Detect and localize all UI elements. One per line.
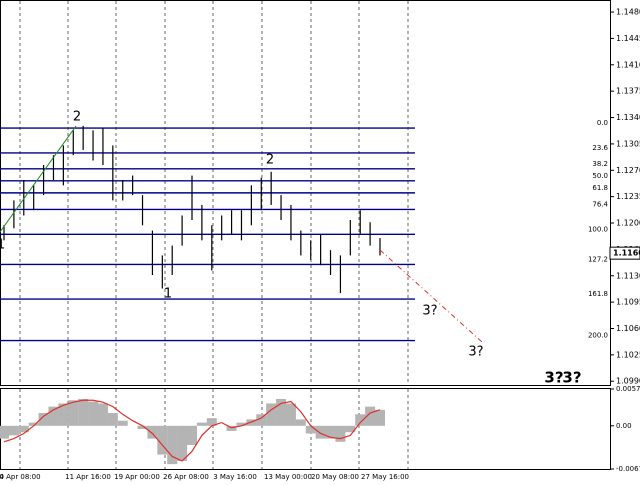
osc-tick-label: 0.00576 — [616, 385, 640, 393]
osc-bar — [58, 403, 69, 426]
x-tick-label: 20 May 08:00 — [311, 473, 359, 481]
osc-bar — [48, 406, 59, 426]
osc-bar — [335, 425, 346, 442]
current-price-label: 1.1160 — [613, 249, 640, 258]
osc-bar — [157, 425, 168, 455]
fib-label: 76.4 — [592, 200, 608, 208]
y-tick-label: 1.1340 — [616, 113, 640, 122]
osc-bar — [355, 414, 366, 426]
fib-label: 200.0 — [588, 332, 608, 340]
fib-label: 23.6 — [592, 144, 608, 152]
osc-bar — [88, 401, 99, 426]
osc-bar — [226, 425, 237, 431]
osc-bar — [147, 425, 158, 439]
osc-bar — [325, 425, 336, 439]
osc-bar — [97, 403, 108, 426]
current-price-box — [609, 246, 640, 260]
osc-tick-label: -0.00676 — [616, 465, 640, 473]
x-tick-label: 11 Apr 16:00 — [65, 473, 111, 481]
wave-label: 2 — [73, 110, 81, 125]
x-tick-label: 27 May 16:00 — [361, 473, 409, 481]
osc-bar — [295, 419, 306, 426]
osc-bar — [266, 403, 277, 426]
x-tick-label: 00 — [0, 473, 4, 481]
fib-label: 50.0 — [592, 172, 608, 180]
wave-label: 3? — [468, 345, 483, 360]
osc-bar — [167, 425, 178, 465]
y-tick-label: 1.1060 — [616, 324, 640, 333]
osc-bar — [78, 398, 89, 426]
y-tick-label: 1.1410 — [616, 60, 640, 69]
wave-label: 3? — [422, 304, 437, 319]
wave-label: 3? — [544, 369, 563, 387]
wave-label: 2 — [266, 153, 274, 168]
osc-bar — [285, 403, 296, 426]
wave-line — [0, 125, 77, 233]
osc-bar — [345, 425, 356, 433]
osc-tick-label: 0.00 — [616, 422, 632, 430]
x-tick-label: 19 Apr 00:00 — [114, 473, 160, 481]
fib-label: 61.8 — [592, 184, 608, 192]
x-tick-label: 4 Apr 08:00 — [0, 473, 41, 481]
osc-bar — [236, 422, 247, 426]
osc-bar — [276, 398, 287, 426]
y-tick-label: 1.1445 — [616, 34, 640, 43]
y-tick-label: 1.1375 — [616, 87, 640, 96]
fib-label: 38.2 — [592, 160, 608, 168]
osc-bar — [196, 422, 207, 426]
osc-bar — [177, 425, 188, 461]
y-tick-label: 1.1130 — [616, 271, 640, 280]
wave-label: 3? — [562, 369, 581, 387]
osc-bar — [0, 425, 9, 439]
osc-bar — [187, 425, 197, 445]
fib-label: 127.2 — [588, 255, 608, 263]
y-tick-label: 1.1480 — [616, 8, 640, 17]
x-tick-label: 26 Apr 08:00 — [163, 473, 209, 481]
wave-label: 1 — [0, 238, 5, 253]
fib-label: 0.0 — [597, 119, 608, 127]
osc-bar — [375, 409, 385, 426]
osc-bar — [206, 418, 217, 426]
y-tick-label: 1.1235 — [616, 192, 640, 201]
osc-bar — [315, 425, 326, 439]
osc-bar — [256, 414, 267, 426]
y-tick-label: 1.1025 — [616, 350, 640, 359]
osc-bar — [117, 420, 128, 426]
osc-bar — [38, 413, 49, 426]
y-tick-label: 1.1305 — [616, 139, 640, 148]
projection-line — [379, 249, 483, 343]
y-tick-label: 1.1270 — [616, 166, 640, 175]
y-tick-label: 1.1095 — [616, 298, 640, 307]
wave-label: 1 — [164, 287, 172, 302]
osc-bar — [107, 413, 118, 426]
osc-bar — [305, 425, 316, 434]
osc-bar — [137, 425, 148, 429]
osc-bar — [68, 400, 79, 426]
osc-bar — [28, 422, 39, 426]
osc-bar — [365, 406, 376, 426]
fib-label: 100.0 — [588, 225, 608, 233]
osc-bar — [8, 425, 19, 436]
osc-bar — [18, 425, 29, 433]
x-tick-label: 3 May 16:00 — [213, 473, 257, 481]
fib-label: 161.8 — [588, 290, 608, 298]
osc-signal — [3, 399, 381, 462]
y-tick-label: 1.1200 — [616, 219, 640, 228]
x-tick-label: 13 May 00:00 — [264, 473, 312, 481]
